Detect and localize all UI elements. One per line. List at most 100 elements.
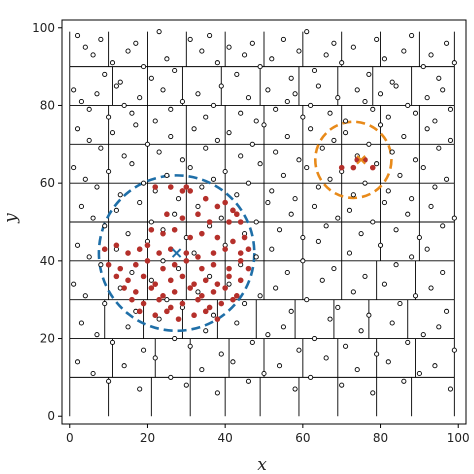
highlighted-data-point <box>183 250 190 256</box>
highlighted-data-point <box>245 265 252 272</box>
data-point <box>106 168 112 175</box>
data-point <box>444 40 450 46</box>
data-point <box>109 130 116 136</box>
highlighted-data-point <box>187 285 193 291</box>
data-point <box>315 184 321 190</box>
data-point <box>179 157 185 163</box>
highlighted-data-point <box>234 293 240 299</box>
highlighted-data-point <box>214 234 221 241</box>
circles-layer <box>97 120 393 333</box>
data-point <box>428 285 434 291</box>
data-point <box>350 289 356 295</box>
highlighted-data-point <box>222 199 228 206</box>
data-point <box>242 301 248 307</box>
data-point <box>412 110 419 116</box>
data-point <box>397 172 403 178</box>
data-point <box>257 64 263 70</box>
highlighted-data-point <box>195 296 201 303</box>
data-point <box>121 153 127 159</box>
data-point <box>385 359 391 365</box>
data-point <box>304 297 310 303</box>
data-point <box>210 102 217 109</box>
data-point <box>327 316 333 322</box>
data-point <box>133 122 139 128</box>
data-point <box>292 196 298 202</box>
data-point <box>377 242 384 248</box>
data-point <box>78 203 84 210</box>
data-point <box>296 347 302 353</box>
data-point <box>362 180 368 186</box>
data-point <box>300 114 306 120</box>
data-point <box>195 91 201 97</box>
highlighted-data-point <box>152 281 159 287</box>
data-point <box>288 211 294 217</box>
data-point <box>253 219 259 225</box>
data-point <box>331 40 337 46</box>
data-point <box>265 87 271 93</box>
x-tick-label: 40 <box>218 431 233 445</box>
data-point <box>358 231 364 237</box>
x-axis-label: x <box>257 455 267 474</box>
data-point <box>335 215 341 221</box>
data-point <box>152 118 158 124</box>
data-point <box>226 130 232 136</box>
x-tick-label: 60 <box>295 431 310 445</box>
data-point <box>98 36 104 42</box>
data-point <box>249 40 255 46</box>
data-point <box>203 328 209 334</box>
highlighted-data-point <box>210 261 217 268</box>
data-point <box>409 196 415 202</box>
data-point <box>284 133 290 140</box>
data-point <box>82 293 88 299</box>
data-point <box>102 223 108 229</box>
highlighted-data-point <box>226 219 232 225</box>
data-point <box>106 378 112 384</box>
cluster-radius-circle-1 <box>313 120 393 200</box>
data-point <box>168 133 174 140</box>
data-point <box>440 223 446 229</box>
highlighted-data-point <box>140 273 147 280</box>
data-point <box>280 172 286 178</box>
data-point <box>315 83 321 89</box>
data-point <box>374 161 380 167</box>
data-point <box>222 168 228 175</box>
highlighted-data-point <box>230 238 236 245</box>
highlighted-data-point <box>199 265 205 272</box>
data-point <box>444 176 450 182</box>
data-point <box>436 75 442 81</box>
data-point <box>113 207 119 213</box>
highlighted-data-point <box>148 285 155 291</box>
data-point <box>71 281 77 287</box>
highlighted-data-point <box>230 207 236 214</box>
data-point <box>265 332 271 338</box>
highlighted-data-point <box>210 250 217 256</box>
data-point <box>74 126 81 132</box>
data-point <box>409 254 415 260</box>
data-point <box>261 122 267 128</box>
data-point <box>249 141 255 147</box>
data-point <box>436 145 442 151</box>
data-point <box>199 367 205 373</box>
data-point <box>436 324 442 330</box>
data-point <box>191 250 197 256</box>
data-point <box>261 370 267 377</box>
highlighted-data-point <box>222 285 228 291</box>
data-point <box>245 95 252 101</box>
data-point <box>374 351 380 357</box>
data-point <box>245 180 252 186</box>
data-point <box>164 56 170 62</box>
data-point <box>276 227 283 233</box>
data-point <box>269 56 275 62</box>
data-point <box>160 258 166 264</box>
highlighted-data-point <box>167 304 174 311</box>
data-point <box>141 180 147 186</box>
data-point <box>311 67 318 74</box>
data-point <box>447 137 454 143</box>
data-point <box>86 254 92 260</box>
highlighted-data-point <box>237 258 244 264</box>
data-point <box>440 269 446 276</box>
highlighted-data-point <box>226 265 232 272</box>
data-point <box>234 192 240 198</box>
data-point <box>199 184 205 190</box>
